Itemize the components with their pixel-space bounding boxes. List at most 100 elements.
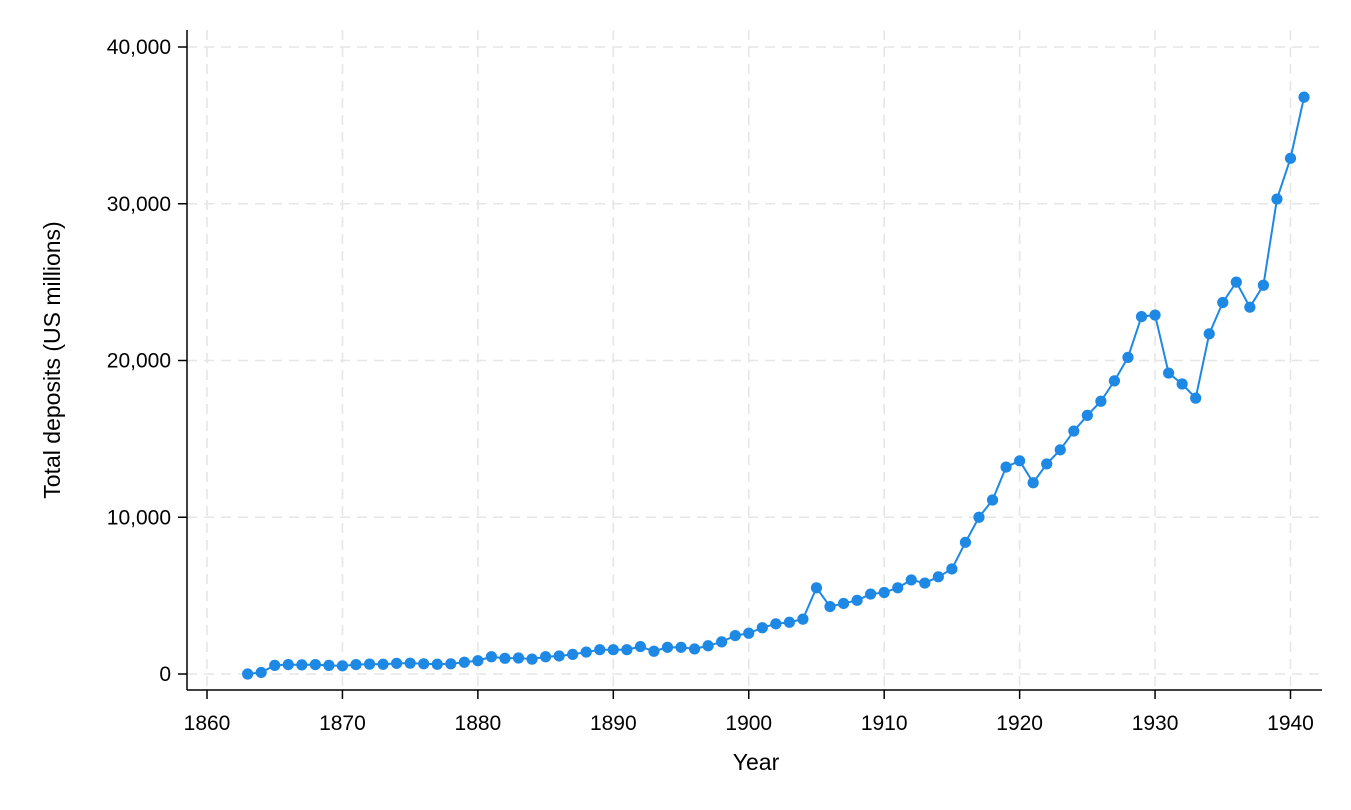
data-point (1271, 193, 1283, 205)
data-point (526, 653, 538, 665)
data-point (661, 641, 674, 653)
data-point (648, 645, 660, 657)
data-point (1135, 311, 1148, 323)
data-point (445, 658, 457, 670)
data-point (946, 563, 958, 575)
data-point (363, 658, 376, 670)
data-point (675, 641, 687, 653)
x-tick-label: 1920 (996, 712, 1043, 735)
data-point (350, 658, 362, 671)
data-point (282, 658, 294, 671)
y-tick-label: 40,000 (107, 36, 171, 59)
data-point (594, 644, 606, 656)
x-tick-label: 1890 (590, 712, 637, 735)
data-point (837, 597, 850, 610)
data-point (458, 656, 470, 668)
data-point (1190, 392, 1202, 404)
data-point (1176, 378, 1188, 390)
data-point (296, 659, 308, 671)
data-point (905, 574, 917, 586)
data-point (688, 643, 701, 655)
data-point (1027, 477, 1039, 489)
data-point (336, 660, 349, 672)
data-point (1203, 328, 1215, 340)
x-tick-label: 1870 (319, 712, 366, 735)
data-point (892, 582, 904, 594)
data-point (309, 658, 321, 671)
data-point (1244, 301, 1256, 313)
data-point (1068, 425, 1080, 437)
data-point (485, 651, 498, 663)
data-point (391, 657, 403, 669)
x-tick-label: 1940 (1267, 712, 1314, 735)
data-point (255, 666, 267, 679)
data-point (1014, 455, 1026, 467)
data-point (621, 644, 633, 656)
data-point (418, 658, 430, 670)
data-point (729, 629, 741, 642)
data-point (919, 577, 931, 589)
data-point (824, 600, 836, 613)
data-point (1298, 91, 1310, 103)
data-point (404, 657, 416, 669)
data-point (512, 652, 525, 664)
data-point (716, 636, 728, 648)
data-point (865, 588, 877, 600)
data-point (1217, 296, 1229, 309)
data-point (932, 571, 944, 583)
data-point (472, 655, 484, 667)
y-tick-label: 0 (159, 663, 171, 686)
grid-lines (187, 30, 1322, 690)
y-axis-ticks: 0 10,000 20,000 30,000 40,000 (107, 36, 187, 686)
data-point (323, 659, 335, 671)
y-tick-label: 30,000 (107, 193, 171, 216)
series-group (242, 91, 1310, 680)
data-point (377, 658, 389, 670)
data-point (1108, 375, 1121, 387)
data-point (810, 582, 823, 594)
data-point (269, 659, 281, 671)
data-point (1122, 351, 1134, 363)
data-point (499, 652, 511, 664)
data-point (959, 536, 972, 548)
data-point (797, 613, 809, 625)
data-point (1081, 409, 1093, 421)
data-point (580, 646, 592, 658)
data-point (986, 494, 999, 506)
x-axis-ticks: 1860 1870 1880 1890 1900 1910 1920 1930 1940 (184, 690, 1314, 735)
x-tick-label: 1930 (1132, 712, 1179, 735)
data-point (1054, 444, 1066, 456)
data-point (973, 511, 985, 523)
data-point (431, 658, 443, 670)
data-point (770, 618, 782, 630)
x-tick-label: 1900 (725, 712, 772, 735)
y-axis-title: Total deposits (US millions) (39, 221, 65, 498)
data-point (1257, 279, 1270, 291)
data-point (1230, 276, 1242, 288)
data-point (1041, 458, 1053, 470)
data-point (1095, 395, 1107, 407)
data-point (242, 668, 254, 680)
data-point (1163, 367, 1175, 379)
data-point (783, 616, 795, 628)
x-axis-title: Year (733, 749, 780, 775)
data-point (634, 640, 647, 653)
data-point (1284, 152, 1297, 164)
data-point (553, 650, 565, 662)
data-point (607, 644, 619, 656)
y-tick-label: 20,000 (107, 350, 171, 373)
data-point (756, 622, 768, 634)
data-point (851, 594, 863, 606)
data-point (567, 648, 579, 661)
x-tick-label: 1910 (861, 712, 908, 735)
data-point (1149, 309, 1161, 321)
data-point (878, 586, 890, 599)
y-tick-label: 10,000 (107, 506, 171, 529)
data-point (743, 627, 755, 639)
data-point (702, 640, 714, 652)
x-tick-label: 1860 (184, 712, 231, 735)
data-point (1000, 461, 1012, 473)
data-point (539, 651, 552, 663)
